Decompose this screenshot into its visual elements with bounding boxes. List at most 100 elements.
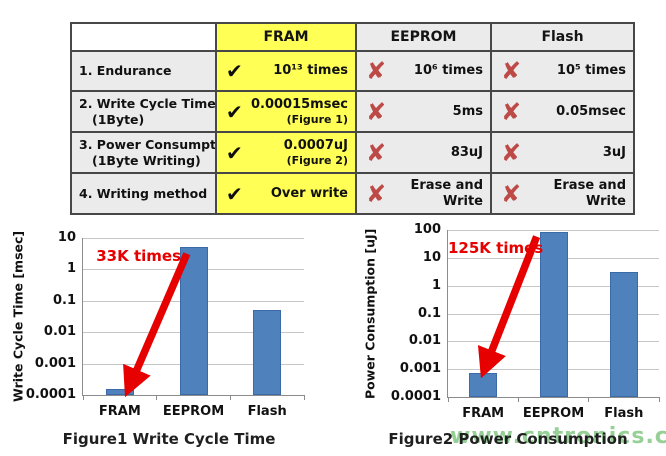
cell-value: Erase and Write [553,177,626,209]
table-cell-flash-writing-method: Erase and Write [490,172,633,213]
y-tick-label: 10 [422,249,441,265]
mark-icon [226,143,243,163]
x-tick-mark [229,395,231,400]
row-label-text: 3. Power Consumption [79,136,215,152]
cell-value: Erase and Write [410,177,483,209]
cell-value: 10⁵ times [556,63,626,79]
mark-icon [501,141,521,165]
table-cell-eeprom-write-cycle: 5ms [355,90,490,131]
x-tick-mark [447,397,449,402]
annotation-arrow [123,252,191,398]
table-cell-flash-write-cycle: 0.05msec [490,90,633,131]
annotation-label: 33K times [96,247,182,266]
annotation-arrow [477,235,541,379]
cell-text: 83uJ [386,145,483,161]
row-label-text: 2. Write Cycle Time [79,95,215,111]
mark-icon [366,141,386,165]
x-category-label: FRAM [98,404,141,419]
cell-text: 10¹³ times [243,63,348,79]
cell-text: 0.00015msec (Figure 1) [243,97,348,126]
gridline [448,230,659,231]
table-cell-fram-endurance: 10¹³ times [215,50,355,90]
figure2-caption: Figure2 Power Consumption [388,430,628,448]
table-cell-fram-write-cycle: 0.00015msec (Figure 1) [215,90,355,131]
y-tick-label: 0.001 [34,355,76,371]
cell-text: 10⁵ times [521,63,626,79]
y-tick-label: 0.001 [399,361,441,377]
table-cell-fram-power: 0.0007uJ (Figure 2) [215,131,355,172]
x-category-label: FRAM [462,406,505,421]
bar [253,310,282,395]
cell-value: 10¹³ times [273,63,348,79]
cell-text: Over write [243,186,348,202]
figure1-caption: Figure1 Write Cycle Time [62,430,276,448]
cell-value: Over write [270,185,348,201]
y-tick-label: 10 [57,230,76,245]
row-label-writing-method: 4. Writing method [70,172,215,213]
mark-icon [501,59,521,83]
x-category-label: Flash [247,404,287,419]
cell-value: 83uJ [450,144,483,160]
cell-text: Erase and Write [521,178,626,209]
cell-note: (Figure 2) [286,153,348,167]
y-tick-label: 0.1 [417,305,441,321]
annotation-label: 125K times [448,239,544,258]
row-label-endurance: 1. Endurance [70,50,215,90]
cell-value: 10⁶ times [413,63,483,79]
bar [539,232,568,397]
x-category-label: Flash [604,406,644,421]
y-tick-label: 0.01 [408,333,441,349]
table-cell-flash-endurance: 10⁵ times [490,50,633,90]
column-header-eeprom: EEPROM [355,22,490,50]
mark-icon [226,102,243,122]
table-cell-fram-writing-method: Over write [215,172,355,213]
comparison-table: FRAM EEPROM Flash 1. Endurance 10¹³ time… [70,22,635,215]
cell-value: 5ms [452,103,483,119]
x-tick-mark [588,397,590,402]
table-cell-eeprom-power: 83uJ [355,131,490,172]
row-label-text: 4. Writing method [79,185,208,201]
y-tick-label: 1 [431,277,441,293]
x-tick-mark [517,397,519,402]
cell-value: 0.05msec [556,103,626,119]
mark-icon [501,182,521,206]
cell-value: 3uJ [602,144,626,160]
column-header-fram: FRAM [215,22,355,50]
watermark: www.cntronics.com [450,424,666,449]
cell-note: (Figure 1) [286,112,348,126]
table-cell-eeprom-writing-method: Erase and Write [355,172,490,213]
table-cell-flash-power: 3uJ [490,131,633,172]
x-category-label: EEPROM [162,404,225,419]
y-tick-label: 0.01 [43,324,76,340]
x-tick-mark [82,395,84,400]
y-tick-label: 0.1 [52,292,76,308]
plot-area: 10 1 0.1 0.01 0.001 0.0001 FRAM EEPROM Flash 33K … [26,231,305,419]
cell-text: 0.0007uJ (Figure 2) [243,138,348,167]
row-label-write-cycle-time: 2. Write Cycle Time (1Byte) [70,90,215,131]
mark-icon [501,100,521,124]
x-tick-mark [303,395,305,400]
mark-icon [226,184,243,204]
y-tick-label: 0.0001 [25,387,76,402]
cell-value: 0.00015msec [250,97,348,113]
figure2-power-consumption-chart: Power Consumption [uJ] 100 10 1 0.1 0.01 0.00… [358,223,666,456]
gridline [83,238,304,239]
mark-icon [366,182,386,206]
x-tick-mark [156,395,158,400]
cell-text: 5ms [386,104,483,120]
row-label-text: 1. Endurance [79,63,172,79]
cell-text: 3uJ [521,145,626,161]
y-tick-label: 1 [66,261,76,277]
corner-cell [70,22,215,50]
x-category-label: EEPROM [522,406,585,421]
table-cell-eeprom-endurance: 10⁶ times [355,50,490,90]
mark-icon [366,100,386,124]
column-header-flash: Flash [490,22,633,50]
cell-value: 0.0007uJ [283,138,348,154]
mark-icon [226,61,243,81]
cell-text: Erase and Write [386,178,483,209]
row-sublabel-text: (1Byte Writing) [92,152,201,168]
cell-text: 10⁶ times [386,63,483,79]
mark-icon [366,59,386,83]
